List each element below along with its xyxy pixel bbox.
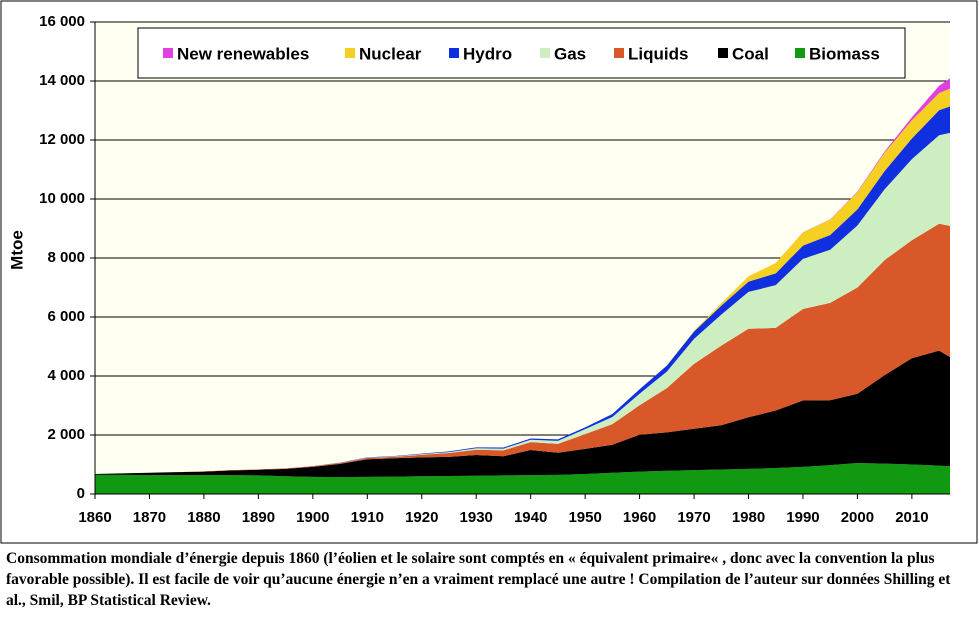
legend-label: Hydro — [463, 44, 512, 63]
chart: Mtoe New renewables Nuclear Hydro Gas Liquid… — [0, 0, 978, 544]
x-tick-label: 1940 — [514, 509, 547, 526]
y-tick-label: 4 000 — [47, 367, 85, 384]
legend-swatch — [795, 48, 805, 58]
x-tick-label: 1880 — [187, 509, 220, 526]
x-tick-label: 2010 — [895, 509, 928, 526]
area — [95, 463, 950, 494]
y-tick-label: 6 000 — [47, 308, 85, 325]
y-tick-label: 14 000 — [39, 72, 85, 89]
x-tick-label: 1990 — [786, 509, 819, 526]
x-tick-label: 1890 — [242, 509, 275, 526]
legend-swatch — [449, 48, 459, 58]
x-tick-label: 1920 — [405, 509, 438, 526]
y-tick-label: 12 000 — [39, 131, 85, 148]
legend-label: Biomass — [809, 44, 880, 63]
area — [95, 132, 950, 474]
legend-label: Gas — [554, 44, 586, 63]
y-tick-label: 0 — [77, 485, 85, 502]
x-tick-label: 1910 — [351, 509, 384, 526]
legend-label: Liquids — [628, 44, 688, 63]
legend — [137, 27, 906, 79]
legend-swatch — [718, 48, 728, 58]
x-tick-label: 2000 — [841, 509, 874, 526]
area — [95, 350, 950, 478]
x-tick-label: 1870 — [133, 509, 166, 526]
area — [95, 223, 950, 474]
caption: Consommation mondiale d’énergie depuis 1… — [6, 550, 951, 609]
legend-swatch — [540, 48, 550, 58]
x-tick-label: 1970 — [677, 509, 710, 526]
legend-label: Coal — [732, 44, 769, 63]
legend-label: New renewables — [177, 44, 309, 63]
y-tick-label: 16 000 — [39, 13, 85, 30]
x-tick-label: 1960 — [623, 509, 656, 526]
legend-swatch — [345, 48, 355, 58]
x-tick-label: 1930 — [460, 509, 493, 526]
y-tick-label: 2 000 — [47, 426, 85, 443]
y-tick-label: 10 000 — [39, 190, 85, 207]
legend-swatch — [163, 48, 173, 58]
x-tick-label: 1900 — [296, 509, 329, 526]
legend-label: Nuclear — [359, 44, 422, 63]
y-axis-title: Mtoe — [7, 230, 26, 270]
x-tick-label: 1980 — [732, 509, 765, 526]
legend-swatch — [614, 48, 624, 58]
x-tick-label: 1950 — [568, 509, 601, 526]
x-tick-label: 1860 — [78, 509, 111, 526]
y-tick-label: 8 000 — [47, 249, 85, 266]
